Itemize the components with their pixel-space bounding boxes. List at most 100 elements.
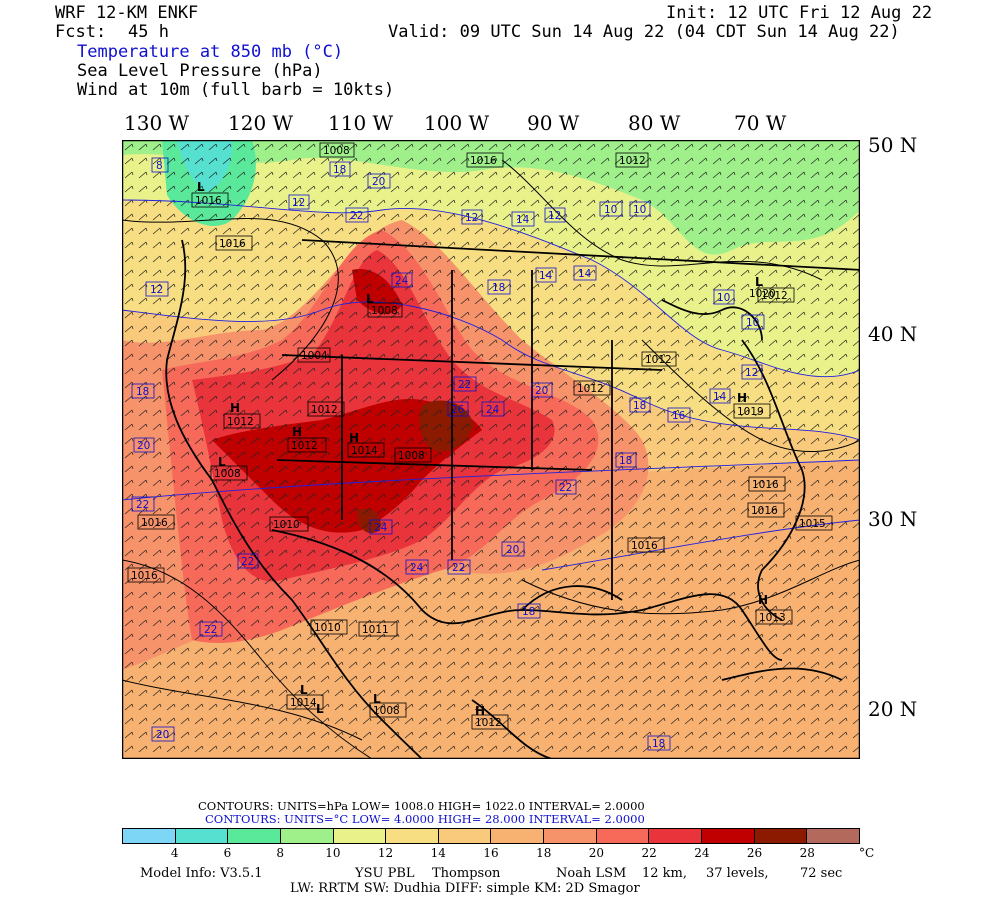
legend-tick-label: 22 (641, 846, 657, 860)
legend-tick-label: 12 (377, 846, 394, 860)
high-center: H (230, 401, 240, 415)
temp-label: 18 (629, 397, 651, 413)
temp-label-text: 12 (548, 210, 561, 222)
legend-tick-label: 4 (170, 846, 179, 860)
legend-swatch (438, 829, 492, 843)
legend-swatch (228, 829, 281, 843)
lon-label-110w: 110 W (328, 111, 394, 135)
temp-label-text: 14 (578, 268, 592, 280)
low-center: L (373, 692, 381, 706)
temp-label: 12 (145, 281, 169, 297)
pressure-labels: 1008 1016 1016 1016 1012 1008 1012 1004 … (127, 142, 833, 730)
pressure-label-text: 1004 (301, 350, 328, 362)
pressure-label: 1016 (137, 514, 175, 530)
legend-tick-label: 26 (746, 846, 763, 860)
temp-label-text: 10 (717, 292, 730, 304)
pressure-label: 1012 (307, 401, 345, 417)
pressure-label: 1016 (747, 502, 785, 518)
legend-swatch (702, 829, 755, 843)
temp-label-text: 10 (633, 204, 646, 216)
pressure-label-text: 1008 (373, 705, 400, 717)
vertical-levels: 37 levels, (706, 866, 769, 881)
temp-label-text: 20 (137, 440, 150, 452)
pressure-label-text: 1012 (311, 404, 338, 416)
slp-contour-info: CONTOURS: UNITS=hPa LOW= 1008.0 HIGH= 10… (198, 799, 645, 813)
high-center: H (737, 391, 747, 405)
pressure-label-text: 1011 (362, 624, 389, 636)
lon-label-100w: 100 W (424, 111, 490, 135)
temp-label-text: 14 (539, 270, 553, 282)
temperature-labels: 8 18 20 12 22 12 14 12 10 10 12 14 14 10… (131, 157, 765, 751)
legend-swatch (544, 829, 597, 843)
temp-label-text: 22 (204, 624, 217, 636)
pressure-label: 1008 (394, 447, 432, 463)
pressure-label: 1008 (369, 702, 407, 718)
field-wind-title: Wind at 10m (full barb = 10kts) (77, 80, 395, 100)
temp-label: 14 (573, 265, 597, 281)
temp-label-text: 10 (604, 204, 617, 216)
low-center: L (197, 180, 205, 194)
legend-swatch (491, 829, 545, 843)
temp-label-text: 14 (516, 214, 530, 226)
legend-tick-label: 16 (483, 846, 499, 860)
temp-label: 14 (535, 267, 557, 283)
lat-label-30n: 30 N (868, 507, 918, 531)
low-center: L (316, 702, 324, 716)
pressure-label: 1015 (795, 515, 833, 531)
temp-label-text: 24 (486, 404, 500, 416)
pressure-label-text: 1020 (749, 288, 776, 300)
land-surface-model: Noah LSM (556, 866, 627, 881)
temp-label-text: 12 (150, 284, 163, 296)
temp-label: 24 (481, 401, 505, 417)
legend-tick-label: 6 (223, 846, 232, 860)
pressure-label: 1010 (310, 619, 348, 635)
temp-label-text: 18 (633, 400, 646, 412)
temp-label: 20 (367, 173, 391, 189)
pressure-isobars (122, 159, 860, 759)
temp-label-text: 22 (559, 482, 572, 494)
pressure-label-text: 1016 (131, 570, 158, 582)
pressure-label-text: 1015 (799, 518, 826, 530)
color-legend (122, 828, 860, 844)
legend-swatch (280, 829, 334, 843)
high-center: H (292, 425, 302, 439)
forecast-hour: 45 h (128, 22, 169, 42)
wind-barbs (122, 140, 860, 759)
legend-swatch (649, 829, 703, 843)
legend-tick-label: 24 (694, 846, 710, 860)
high-center: H (475, 704, 485, 718)
temp-label-text: 22 (458, 379, 471, 391)
temp-label-text: 24 (374, 522, 388, 534)
low-center: L (300, 683, 308, 697)
temp-label: 12 (288, 194, 310, 210)
pressure-label-text: 1016 (751, 505, 778, 517)
pressure-label-text: 1012 (227, 416, 254, 428)
pressure-label: 1012 (573, 380, 611, 396)
temp-label: 18 (329, 161, 351, 177)
lon-label-90w: 90 W (527, 111, 580, 135)
temp-label-text: 22 (136, 499, 149, 511)
temp-label: 8 (151, 157, 169, 173)
pressure-label: 1008 (367, 302, 403, 318)
high-center: H (758, 593, 768, 607)
legend-swatch (386, 829, 439, 843)
temp-label: 18 (615, 452, 637, 468)
pressure-label: 1008 (210, 465, 248, 481)
temp-label-text: 14 (713, 391, 727, 403)
legend-unit: °C (859, 846, 875, 860)
temp-label-text: 8 (156, 160, 163, 172)
temp-label-text: 18 (492, 282, 505, 294)
legend-tick-label: 8 (276, 846, 284, 860)
pressure-label-text: 1014 (290, 697, 317, 709)
temp-label: 20 (133, 437, 155, 453)
temp-label-text: 24 (410, 562, 424, 574)
legend-tick-label: 18 (536, 846, 552, 860)
temp-label-text: 12 (465, 212, 478, 224)
legend-tick-label: 10 (325, 846, 341, 860)
pressure-label: 1012 (223, 413, 261, 429)
pressure-label: 1020 (749, 288, 776, 300)
temp-label-text: 10 (746, 317, 759, 329)
pressure-label-text: 1012 (475, 717, 502, 729)
pressure-label: 1016 (127, 567, 165, 583)
model-info: Model Info: V3.5.1 (140, 866, 263, 881)
